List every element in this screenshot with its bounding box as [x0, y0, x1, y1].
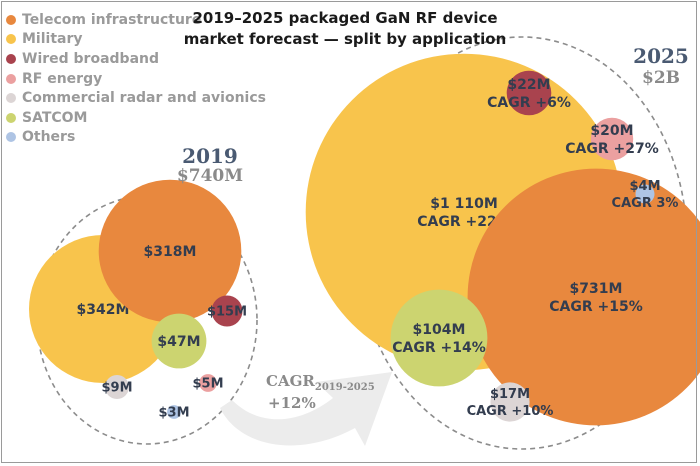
- legend-item-rf-energy: RF energy: [6, 69, 266, 89]
- chart-title-line-1: 2019–2025 packaged GaN RF device: [192, 9, 498, 27]
- legend-item-commercial-radar-and-avionics: Commercial radar and avionics: [6, 88, 266, 108]
- legend-item-others: Others: [6, 128, 266, 148]
- legend-swatch: [6, 34, 16, 45]
- bubble-2025-wired-broadband: [506, 70, 552, 116]
- growth-cagr-period: 2019-2025: [315, 382, 375, 393]
- bubble-2025-rf-energy-value-label: $20M: [590, 123, 633, 139]
- bubble-2019-rf-energy: [199, 374, 217, 392]
- legend-swatch: [6, 53, 16, 64]
- bubble-2019-commercial-radar-and-avionics-value-label: $9M: [101, 381, 132, 396]
- bubble-2025-commercial-radar-and-avionics-cagr-label: CAGR +10%: [467, 404, 554, 419]
- bubble-2019-telecom-infrastructure: [98, 179, 242, 323]
- bubble-2025-commercial-radar-and-avionics-value-label: $17M: [490, 387, 530, 402]
- bubble-2025-satcom-value-label: $104M: [413, 322, 466, 338]
- bubble-2019-wired-broadband-value-label: $15M: [207, 305, 247, 320]
- bubble-2025-telecom-infrastructure-cagr-label: CAGR +15%: [549, 299, 643, 315]
- chart-title-line-2: market forecast — split by application: [183, 30, 507, 48]
- legend-label: RF energy: [22, 70, 103, 87]
- legend: Telecom infrastructure Military Wired broa…: [6, 10, 266, 147]
- legend-label: Military: [22, 31, 83, 48]
- bubble-2025-satcom: [390, 289, 488, 387]
- bubble-2025-rf-energy-cagr-label: CAGR +27%: [565, 141, 659, 157]
- bubble-2025-others-value-label: $4M: [629, 179, 660, 194]
- bubble-2019-military-value-label: $342M: [77, 302, 130, 318]
- legend-label: Others: [22, 129, 76, 146]
- legend-swatch: [6, 73, 16, 84]
- bubble-2019-rf-energy-value-label: $5M: [192, 377, 223, 392]
- year-label-2019: 2019: [182, 144, 238, 168]
- bubble-2019-satcom-value-label: $47M: [157, 334, 200, 350]
- legend-item-satcom: SATCOM: [6, 108, 266, 128]
- total-label-2019: $740M: [176, 166, 244, 186]
- total-label-2025: $2B: [641, 68, 681, 88]
- bubble-2025-others: [635, 184, 655, 204]
- bubble-2025-others-cagr-label: CAGR 3%: [612, 196, 679, 211]
- bubble-2019-commercial-radar-and-avionics: [105, 375, 129, 399]
- bubble-2025-telecom-infrastructure: [467, 168, 700, 426]
- legend-swatch: [6, 93, 16, 104]
- legend-item-military: Military: [6, 30, 266, 50]
- legend-item-telecom-infrastructure: Telecom infrastructure: [6, 10, 266, 30]
- bubble-2025-commercial-radar-and-avionics: [490, 382, 530, 422]
- bubble-2019-wired-broadband: [211, 295, 243, 327]
- bubble-2025-wired-broadband-cagr-label: CAGR +6%: [487, 95, 571, 111]
- legend-swatch: [6, 112, 16, 123]
- bubble-2025-telecom-infrastructure-value-label: $731M: [570, 281, 623, 297]
- growth-cagr-value: +12%: [268, 394, 316, 412]
- bubble-2019-telecom-infrastructure-value-label: $318M: [144, 244, 197, 260]
- legend-swatch: [6, 14, 16, 25]
- legend-label: Telecom infrastructure: [22, 11, 202, 28]
- bubble-2025-satcom-cagr-label: CAGR +14%: [392, 340, 486, 356]
- chart-title: 2019–2025 packaged GaN RF device market …: [180, 8, 510, 50]
- bubble-2019-others: [167, 405, 181, 419]
- bubble-2025-military-cagr-label: CAGR +22%: [417, 214, 511, 230]
- bubble-2025-wired-broadband-value-label: $22M: [507, 77, 550, 93]
- legend-item-wired-broadband: Wired broadband: [6, 49, 266, 69]
- legend-label: SATCOM: [22, 109, 88, 126]
- growth-arrow: [220, 372, 392, 446]
- year-label-2025: 2025: [633, 44, 689, 68]
- bubble-2025-military-value-label: $1 110M: [430, 196, 498, 212]
- bubble-2025-rf-energy: [590, 117, 634, 161]
- growth-cagr-label: CAGR2019-2025: [266, 372, 375, 393]
- bubble-2019-satcom: [151, 313, 207, 369]
- growth-cagr-word: CAGR: [266, 372, 315, 390]
- legend-label: Commercial radar and avionics: [22, 90, 266, 107]
- legend-label: Wired broadband: [22, 50, 160, 67]
- legend-swatch: [6, 132, 16, 143]
- bubble-2019-others-value-label: $3M: [158, 406, 189, 421]
